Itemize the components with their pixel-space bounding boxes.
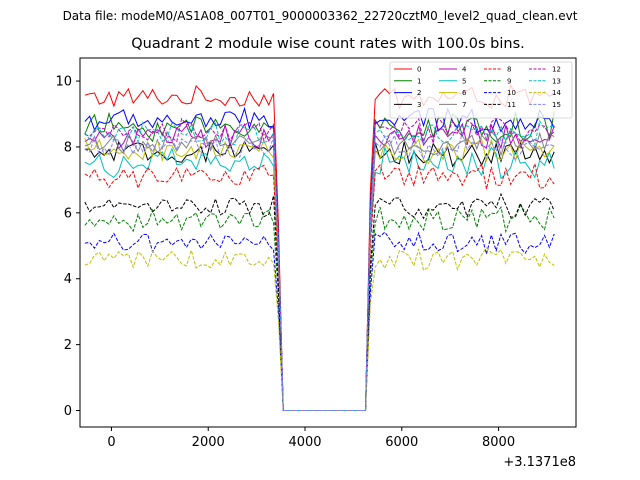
legend-label-1: 1 — [417, 77, 421, 85]
series-line-10 — [84, 231, 555, 412]
y-axis: 0 2 4 6 8 10 — [55, 75, 80, 419]
legend-frame — [389, 61, 573, 119]
legend-label-4: 4 — [462, 66, 467, 74]
legend-label-11: 11 — [507, 101, 516, 109]
legend-label-3: 3 — [417, 101, 421, 109]
legend-label-13: 13 — [552, 77, 561, 85]
series-line-12 — [84, 114, 555, 412]
series-group — [84, 83, 555, 412]
series-line-11 — [84, 192, 555, 412]
x-tick-label: 6000 — [385, 435, 418, 450]
x-axis: 0 2000 4000 6000 8000 — [107, 427, 515, 450]
x-tick-label: 0 — [107, 435, 115, 450]
legend-label-14: 14 — [552, 89, 561, 97]
legend-label-5: 5 — [462, 77, 466, 85]
series-line-9 — [84, 204, 555, 412]
series-line-15 — [84, 131, 555, 412]
plot-border — [79, 57, 577, 428]
series-line-13 — [84, 119, 555, 412]
legend-label-2: 2 — [417, 89, 421, 97]
legend-label-0: 0 — [417, 66, 421, 74]
y-tick-label: 6 — [64, 206, 72, 221]
legend-label-10: 10 — [507, 89, 516, 97]
y-tick-label: 10 — [55, 75, 72, 90]
legend-label-7: 7 — [462, 101, 466, 109]
x-tick-label: 8000 — [482, 435, 515, 450]
x-tick-label: 4000 — [288, 435, 321, 450]
legend-label-12: 12 — [552, 66, 561, 74]
y-tick-label: 8 — [64, 140, 72, 155]
legend-label-15: 15 — [552, 101, 561, 109]
x-offset-label: +3.1371e8 — [503, 455, 576, 470]
legend-label-8: 8 — [507, 66, 511, 74]
series-line-14 — [84, 246, 555, 412]
y-tick-label: 0 — [64, 404, 72, 419]
chart-title: Quadrant 2 module wise count rates with … — [131, 36, 525, 52]
y-tick-label: 2 — [64, 338, 72, 353]
legend-label-6: 6 — [462, 89, 467, 97]
data-file-label: Data file: modeM0/AS1A08_007T01_90000033… — [63, 9, 578, 23]
x-tick-label: 2000 — [192, 435, 225, 450]
legend-label-9: 9 — [507, 77, 511, 85]
y-tick-label: 4 — [64, 272, 72, 287]
